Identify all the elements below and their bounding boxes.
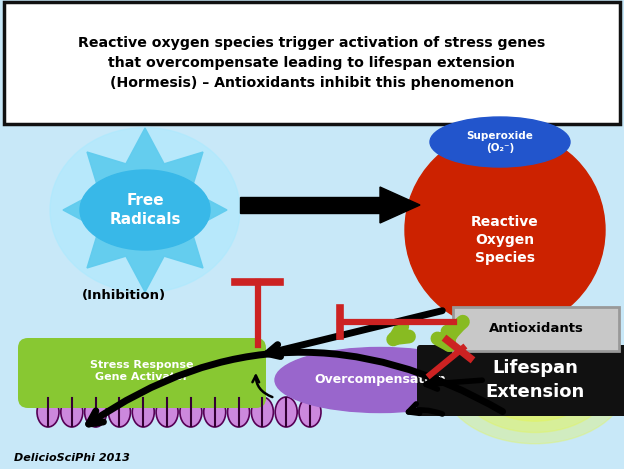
FancyArrowPatch shape [437,322,463,345]
FancyBboxPatch shape [453,307,619,351]
Text: Overcompensation: Overcompensation [314,373,446,386]
Ellipse shape [228,397,250,427]
Ellipse shape [203,397,226,427]
Ellipse shape [299,397,321,427]
Polygon shape [240,197,380,213]
FancyArrowPatch shape [89,352,502,424]
FancyBboxPatch shape [417,345,624,416]
Text: (Inhibition): (Inhibition) [82,289,166,303]
Circle shape [405,130,605,330]
Ellipse shape [180,397,202,427]
FancyArrowPatch shape [253,376,272,397]
Text: DelicioSciPhi 2013: DelicioSciPhi 2013 [14,453,130,463]
Text: Superoxide
(O₂⁻): Superoxide (O₂⁻) [467,131,534,153]
Text: Free
Radicals: Free Radicals [109,193,181,227]
Text: Stress Response
Gene Activator: Stress Response Gene Activator [90,360,193,382]
FancyArrowPatch shape [426,378,482,389]
FancyArrowPatch shape [409,404,442,414]
Ellipse shape [132,397,154,427]
Polygon shape [63,128,227,292]
Ellipse shape [109,397,130,427]
Ellipse shape [37,397,59,427]
Text: Reactive oxygen species trigger activation of stress genes
that overcompensate l: Reactive oxygen species trigger activati… [79,36,545,90]
Ellipse shape [458,327,612,432]
Polygon shape [380,187,420,223]
FancyArrowPatch shape [393,326,409,340]
Ellipse shape [61,397,83,427]
Ellipse shape [275,397,297,427]
Ellipse shape [251,397,273,427]
FancyArrowPatch shape [267,310,442,356]
Ellipse shape [85,397,107,427]
FancyBboxPatch shape [4,2,620,124]
FancyBboxPatch shape [18,338,266,408]
Ellipse shape [474,339,595,421]
Ellipse shape [80,170,210,250]
Text: Antioxidants: Antioxidants [489,323,583,335]
Ellipse shape [50,128,240,293]
Text: Lifespan
Extension: Lifespan Extension [485,359,585,401]
Ellipse shape [442,316,624,444]
Ellipse shape [275,348,485,413]
Text: Reactive
Oxygen
Species: Reactive Oxygen Species [471,215,539,265]
Ellipse shape [156,397,178,427]
Ellipse shape [430,117,570,167]
